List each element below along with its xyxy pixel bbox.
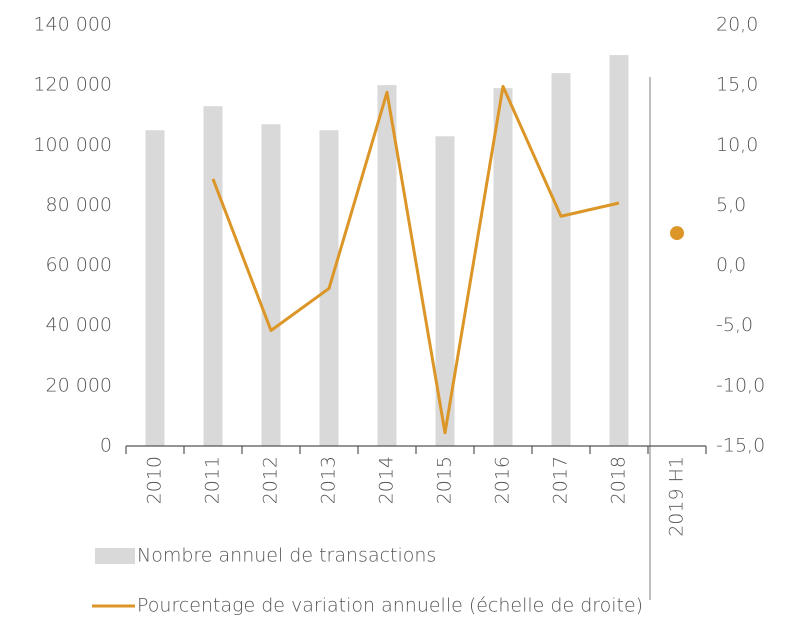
bar [609,55,629,446]
y2-tick-label: 10,0 [716,134,758,156]
y2-tick-label: 0,0 [716,254,746,276]
x-tick-label: 2011 [202,456,224,504]
x-tick-label: 2018 [608,456,630,504]
y-tick-label: 120 000 [33,74,112,96]
point [670,226,684,241]
y2-tick-label: 5,0 [716,194,746,216]
bar [203,106,223,446]
legend-label: Pourcentage de variation annuelle (échel… [137,595,643,617]
bar [261,124,281,446]
y-tick-label: 0 [100,435,112,457]
legend-label: Nombre annuel de transactions [137,545,436,567]
bar [377,85,397,447]
bar [493,88,513,447]
legend-swatch [95,548,135,564]
bar [435,136,455,446]
y2-tick-label: -5,0 [716,314,753,336]
x-tick-label: 2012 [260,456,282,504]
y2-tick-label: -10,0 [716,374,765,396]
y-tick-label: 80 000 [46,194,112,216]
y2-tick-label: 15,0 [716,74,758,96]
y-tick-label: 60 000 [46,254,112,276]
y2-tick-label: 20,0 [716,14,758,36]
y-tick-label: 100 000 [33,134,112,156]
x-tick-label: 2015 [434,456,456,504]
y-tick-label: 20 000 [46,374,112,396]
x-tick-label: 2013 [318,456,340,504]
x-tick-label: 2016 [492,456,514,504]
line [211,84,620,435]
y2-tick-label: -15,0 [716,435,765,457]
y-tick-label: 140 000 [33,14,112,36]
bar [551,73,571,446]
bar [145,130,165,446]
x-tick-label: 2019 H1 [666,456,688,537]
y-tick-label: 40 000 [46,314,112,336]
x-tick-label: 2014 [376,456,398,504]
x-tick-label: 2017 [550,456,572,504]
x-tick-label: 2010 [144,456,166,504]
